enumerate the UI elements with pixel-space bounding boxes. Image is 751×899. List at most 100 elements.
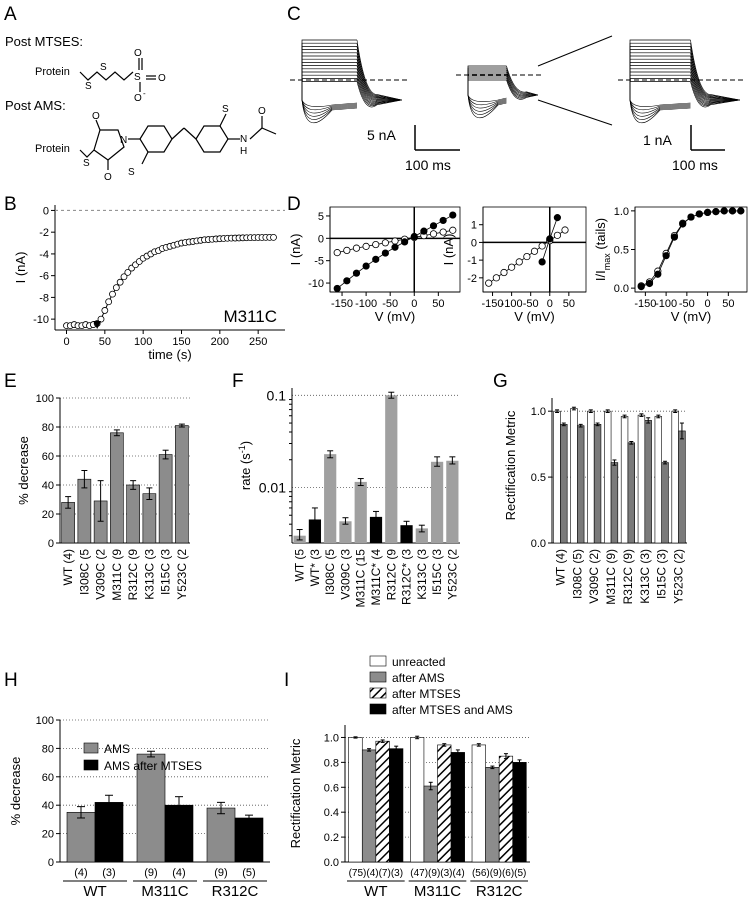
ams-protein: Protein bbox=[35, 143, 70, 155]
y-tick-label: 0.01 bbox=[259, 479, 286, 495]
category-label: Y523C (2 bbox=[445, 549, 459, 600]
bar bbox=[324, 454, 337, 543]
iv-point bbox=[654, 270, 662, 278]
trace-tail bbox=[690, 59, 741, 101]
trace-inward bbox=[467, 94, 507, 109]
trace-step bbox=[629, 49, 691, 100]
legend-swatch bbox=[83, 742, 99, 754]
chart-h: 0 20 40 60 80 100 % decrease (4) (3) WT (9) (4) M311… bbox=[8, 715, 270, 899]
iv-point bbox=[362, 262, 370, 270]
trace-step bbox=[301, 42, 357, 100]
y-axis-label: I (nA) bbox=[441, 234, 456, 266]
category-label: K313C (3 bbox=[415, 549, 429, 600]
y-tick-label: 60 bbox=[42, 772, 54, 784]
bar bbox=[485, 767, 500, 863]
y-tick-label: -4 bbox=[39, 249, 49, 261]
y-tick-label: -2 bbox=[467, 273, 477, 285]
bar bbox=[66, 811, 96, 863]
x-tick-label: -50 bbox=[382, 298, 398, 310]
category-label: M311C* (4 bbox=[369, 549, 383, 606]
trace-tail bbox=[356, 52, 403, 101]
trace-step bbox=[629, 81, 691, 100]
iv-point bbox=[343, 246, 351, 254]
plot-frame bbox=[482, 206, 587, 293]
trace-tail bbox=[690, 39, 741, 101]
zoom-line bbox=[537, 99, 613, 126]
iv-point bbox=[352, 244, 361, 252]
group-label: M311C bbox=[414, 883, 461, 899]
trace-tail bbox=[690, 65, 741, 102]
legend-label: AMS after MTSES bbox=[104, 759, 202, 773]
y-tick-label: 20 bbox=[42, 509, 54, 521]
data-point bbox=[97, 315, 105, 323]
bar bbox=[415, 528, 428, 543]
category-label: V309C (3 bbox=[338, 549, 352, 600]
y-tick-label: 60 bbox=[42, 451, 54, 463]
iv-point bbox=[449, 211, 457, 219]
count-label: (9) bbox=[214, 867, 227, 879]
chart-d2: -150-100 -50 0 50 1 0 -1 -2 V (mV) I (nA) bbox=[441, 206, 587, 324]
trace-step bbox=[629, 68, 691, 100]
y-axis-label: Rectification Metric bbox=[503, 410, 518, 520]
category-label: R312C* (3 bbox=[400, 549, 414, 605]
trace-tail bbox=[506, 73, 538, 97]
bar bbox=[234, 817, 264, 863]
mtses-s1: S bbox=[85, 81, 92, 92]
panel-d-label: D bbox=[287, 194, 301, 215]
bar bbox=[570, 408, 578, 544]
iv-point bbox=[687, 213, 695, 221]
iv-point bbox=[561, 226, 569, 234]
category-label: I308C (5) bbox=[570, 549, 584, 599]
trace-tail bbox=[356, 65, 403, 102]
mtses-o3: O bbox=[134, 93, 142, 104]
trace-step bbox=[301, 68, 357, 100]
y-tick-label: 0 bbox=[471, 237, 477, 249]
bar bbox=[361, 749, 377, 863]
category-label: R312C (9 bbox=[126, 549, 140, 601]
trace-tail bbox=[506, 67, 539, 96]
bar bbox=[110, 432, 124, 544]
bar bbox=[446, 460, 459, 543]
iv-point bbox=[712, 208, 720, 216]
category-label: I308C (5 bbox=[323, 549, 337, 595]
iv-point bbox=[720, 207, 728, 215]
ams-o3: O bbox=[258, 106, 266, 117]
data-point bbox=[116, 278, 124, 286]
legend-label: AMS bbox=[104, 742, 130, 756]
ams-s2: S bbox=[128, 167, 135, 178]
mtses-s3: S bbox=[134, 72, 141, 83]
trace-tail bbox=[506, 65, 539, 96]
trace-step bbox=[629, 71, 691, 100]
legend-label: after MTSES and AMS bbox=[392, 703, 513, 717]
trace-step bbox=[629, 62, 691, 100]
chart-f: 0.01 0.1 rate (s-1) WT (5 WT* (3 I308C (5 V309… bbox=[237, 387, 460, 607]
legend-swatch bbox=[369, 687, 387, 699]
trace-tail bbox=[690, 55, 741, 101]
x-tick-label: -150 bbox=[482, 298, 504, 310]
count-label: (4) bbox=[172, 867, 185, 879]
y-tick-label: -5 bbox=[314, 256, 324, 268]
x-tick-label: 50 bbox=[563, 298, 575, 310]
iv-point bbox=[500, 268, 508, 277]
trace-tail bbox=[356, 49, 403, 101]
y-axis-label-suffix: ) bbox=[238, 441, 253, 445]
iv-point bbox=[449, 226, 457, 234]
category-label: WT (4) bbox=[553, 549, 567, 585]
trace-tail bbox=[506, 75, 539, 98]
trace-set bbox=[618, 39, 745, 123]
trace-step bbox=[301, 71, 357, 100]
iv-point bbox=[429, 222, 438, 230]
group-label: R312C bbox=[476, 883, 523, 899]
bar bbox=[142, 493, 157, 544]
iv-point bbox=[553, 214, 561, 222]
y-tick-label: 0.0 bbox=[324, 857, 339, 869]
bar bbox=[593, 424, 602, 544]
x-tick-label: -50 bbox=[679, 298, 695, 310]
y-tick-label: 80 bbox=[42, 422, 54, 434]
legend-label: after MTSES bbox=[392, 687, 461, 701]
trace-step bbox=[301, 49, 357, 100]
x-axis-label: V (mV) bbox=[514, 309, 554, 324]
mtses-protein: Protein bbox=[35, 66, 70, 78]
trace-tail bbox=[690, 52, 741, 101]
x-axis-label: V (mV) bbox=[375, 309, 415, 324]
